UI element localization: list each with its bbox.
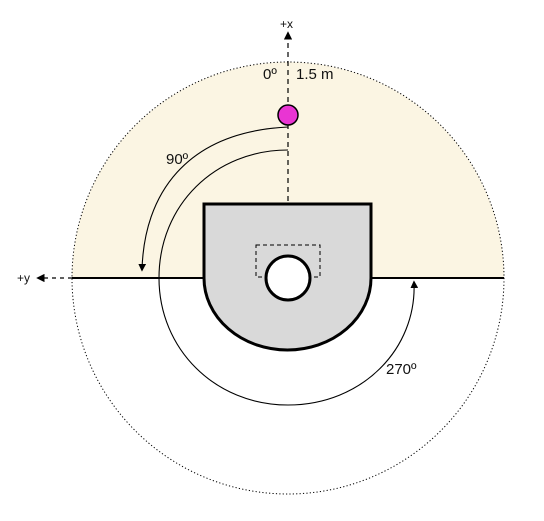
ninety-degree-arc (138, 126, 289, 272)
distance-label: 1.5 m (296, 66, 334, 83)
zero-angle-label: 0º (263, 66, 277, 83)
x-axis-label: +x (280, 17, 293, 31)
robot-center (264, 254, 312, 302)
ninety-angle-label: 90º (166, 151, 189, 168)
y-axis-label: +y (17, 271, 30, 285)
two-seventy-angle-label: 270º (386, 361, 417, 378)
two-seventy-degree-arc (158, 149, 419, 406)
target-marker (277, 104, 299, 126)
